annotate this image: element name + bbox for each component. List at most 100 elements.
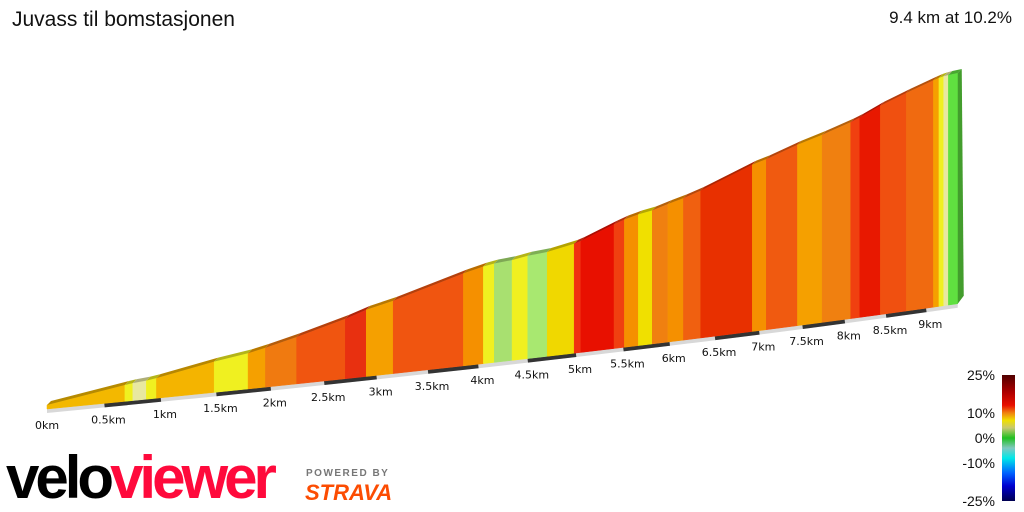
profile-segment-top <box>574 236 585 244</box>
tick-label: 3.5km <box>415 380 450 393</box>
axis-dash <box>427 364 479 374</box>
profile-segment-top <box>859 101 885 118</box>
profile-segment <box>752 158 767 332</box>
profile-segment <box>821 121 851 323</box>
profile-segment <box>667 197 684 343</box>
powered-by-label: POWERED BY <box>306 468 390 479</box>
profile-segment-top <box>880 88 911 106</box>
profile-segment <box>859 105 881 318</box>
tick-label: 0.5km <box>91 413 126 426</box>
profile-segment <box>906 79 934 312</box>
profile-segment <box>638 210 653 346</box>
profile-segment-top <box>132 376 151 384</box>
profile-segment-top <box>512 251 532 261</box>
profile-segment <box>392 272 464 374</box>
profile-segment-top <box>943 70 953 77</box>
profile-segment-top <box>47 381 129 405</box>
profile-segment <box>652 203 669 345</box>
profile-segment <box>797 134 823 326</box>
tick-label: 8km <box>837 329 861 342</box>
profile-segment <box>766 144 798 330</box>
tick-label: 2.5km <box>311 391 346 404</box>
profile-segment-top <box>156 357 219 379</box>
axis-dash <box>623 341 670 352</box>
profile-segment <box>124 382 134 402</box>
gradient-legend: 25% 10% 0% -10% -25% <box>962 367 1015 509</box>
profile-segment <box>850 117 861 319</box>
tick-label: 0km <box>35 419 59 432</box>
profile-segment-top <box>214 349 253 362</box>
profile-segment <box>546 243 575 357</box>
axis-dash <box>714 330 760 341</box>
profile-segment-top <box>766 140 802 160</box>
profile-segment-top <box>624 210 643 220</box>
profile-segment-top <box>527 248 552 256</box>
axis-dash <box>104 397 162 408</box>
profile-segment <box>511 255 529 361</box>
tick-label: 1.5km <box>203 402 238 415</box>
tick-label: 7km <box>751 341 775 354</box>
profile-segment-top <box>345 305 371 319</box>
profile-end-face <box>957 69 964 304</box>
profile-segment <box>494 259 513 363</box>
profile-segment-top <box>797 130 827 145</box>
profile-segment-top <box>494 256 517 264</box>
tick-label: 4.5km <box>514 369 549 382</box>
profile-segment <box>296 318 346 385</box>
profile-segment <box>933 77 940 308</box>
tick-label: 2km <box>263 397 287 410</box>
profile-segment <box>573 240 582 354</box>
tick-label: 7.5km <box>789 335 824 348</box>
profile-segment <box>624 214 639 348</box>
profile-segment-top <box>933 73 943 81</box>
tick-label: 4km <box>470 374 494 387</box>
legend-label: -10% <box>962 455 995 471</box>
profile-segment <box>365 300 394 377</box>
tick-label: 3km <box>369 385 393 398</box>
profile-segment-top <box>248 343 270 354</box>
climb-summary: 9.4 km at 10.2% <box>889 8 1012 27</box>
profile-segment <box>345 309 367 380</box>
profile-segment-top <box>822 118 855 135</box>
profile-segment-top <box>667 194 688 205</box>
climb-title: Juvass til bomstasjonen <box>12 8 235 31</box>
profile-segment-top <box>638 206 657 215</box>
strava-logo[interactable]: STRAVA <box>305 480 393 505</box>
profile-segment <box>700 164 753 339</box>
profile-segment-top <box>547 239 579 253</box>
profile-segment-top <box>683 186 705 199</box>
profile-segment <box>938 75 944 307</box>
profile-segment-top <box>850 113 864 123</box>
profile-segment <box>146 377 157 400</box>
gradient-color-bar <box>1002 375 1015 501</box>
profile-segment <box>463 266 484 367</box>
profile-segment <box>880 92 907 315</box>
profile-segment-top <box>948 69 962 75</box>
profile-segment <box>683 190 701 341</box>
profile-segment-top <box>752 155 771 165</box>
axis-dash <box>527 353 577 363</box>
legend-label: 10% <box>967 405 995 421</box>
legend-label: 0% <box>975 430 995 446</box>
profile-segment-top <box>614 215 629 225</box>
tick-label: 6.5km <box>702 346 737 359</box>
profile-segment-top <box>296 314 350 337</box>
profile-segment-top <box>463 262 488 274</box>
axis-dash <box>885 308 927 318</box>
profile-segment-top <box>906 76 938 93</box>
profile-segment-top <box>146 374 161 381</box>
veloviewer-logo[interactable]: veloviewer <box>6 444 277 511</box>
profile-segment-top <box>700 160 757 191</box>
profile-segment-top <box>652 200 672 211</box>
profile-segment <box>483 263 495 364</box>
profile-segments <box>46 69 964 410</box>
profile-segment <box>247 347 266 390</box>
tick-label: 5km <box>568 363 592 376</box>
tick-label: 6km <box>662 352 686 365</box>
profile-segment-top <box>938 72 948 78</box>
legend-label: 25% <box>967 367 995 383</box>
profile-segment-top <box>366 296 398 310</box>
profile-segment-top <box>124 379 137 386</box>
legend-label: -25% <box>962 493 995 509</box>
